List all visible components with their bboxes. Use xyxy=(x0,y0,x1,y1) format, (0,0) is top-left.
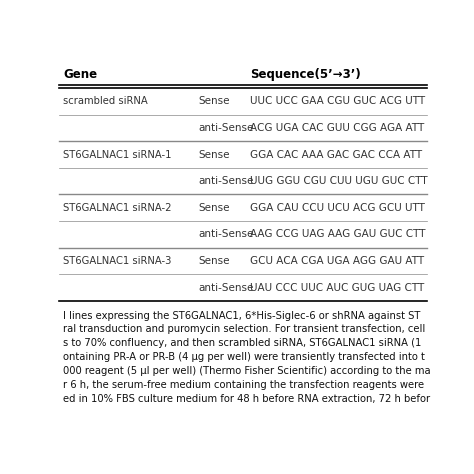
Text: Sense: Sense xyxy=(199,203,230,213)
Text: anti-Sense: anti-Sense xyxy=(199,283,254,293)
Text: l lines expressing the ST6GALNAC1, 6*His-Siglec-6 or shRNA against ST: l lines expressing the ST6GALNAC1, 6*His… xyxy=(63,310,420,320)
Text: UUG GGU CGU CUU UGU GUC CTT: UUG GGU CGU CUU UGU GUC CTT xyxy=(250,176,428,186)
Text: ontaining PR-A or PR-B (4 μg per well) were transiently transfected into t: ontaining PR-A or PR-B (4 μg per well) w… xyxy=(63,352,425,362)
Text: scrambled siRNA: scrambled siRNA xyxy=(63,96,148,106)
Text: GCU ACA CGA UGA AGG GAU ATT: GCU ACA CGA UGA AGG GAU ATT xyxy=(250,256,424,266)
Text: anti-Sense: anti-Sense xyxy=(199,123,254,133)
Text: ST6GALNAC1 siRNA-3: ST6GALNAC1 siRNA-3 xyxy=(63,256,171,266)
Text: anti-Sense: anti-Sense xyxy=(199,176,254,186)
Text: s to 70% confluency, and then scrambled siRNA, ST6GALNAC1 siRNA (1: s to 70% confluency, and then scrambled … xyxy=(63,338,421,348)
Text: UAU CCC UUC AUC GUG UAG CTT: UAU CCC UUC AUC GUG UAG CTT xyxy=(250,283,425,293)
Text: UUC UCC GAA CGU GUC ACG UTT: UUC UCC GAA CGU GUC ACG UTT xyxy=(250,96,425,106)
Text: Sense: Sense xyxy=(199,256,230,266)
Text: GGA CAU CCU UCU ACG GCU UTT: GGA CAU CCU UCU ACG GCU UTT xyxy=(250,203,425,213)
Text: 000 reagent (5 μl per well) (Thermo Fisher Scientific) according to the ma: 000 reagent (5 μl per well) (Thermo Fish… xyxy=(63,366,430,376)
Text: ral transduction and puromycin selection. For transient transfection, cell: ral transduction and puromycin selection… xyxy=(63,324,425,335)
Text: AAG CCG UAG AAG GAU GUC CTT: AAG CCG UAG AAG GAU GUC CTT xyxy=(250,229,426,239)
Text: GGA CAC AAA GAC GAC CCA ATT: GGA CAC AAA GAC GAC CCA ATT xyxy=(250,149,422,160)
Text: Gene: Gene xyxy=(63,68,97,81)
Text: r 6 h, the serum-free medium containing the transfection reagents were: r 6 h, the serum-free medium containing … xyxy=(63,380,424,390)
Text: anti-Sense: anti-Sense xyxy=(199,229,254,239)
Text: Sense: Sense xyxy=(199,149,230,160)
Text: ACG UGA CAC GUU CGG AGA ATT: ACG UGA CAC GUU CGG AGA ATT xyxy=(250,123,425,133)
Text: Sequence(5’→3’): Sequence(5’→3’) xyxy=(250,68,361,81)
Text: ST6GALNAC1 siRNA-1: ST6GALNAC1 siRNA-1 xyxy=(63,149,172,160)
Text: Sense: Sense xyxy=(199,96,230,106)
Text: ST6GALNAC1 siRNA-2: ST6GALNAC1 siRNA-2 xyxy=(63,203,172,213)
Text: ed in 10% FBS culture medium for 48 h before RNA extraction, 72 h befor: ed in 10% FBS culture medium for 48 h be… xyxy=(63,394,430,404)
